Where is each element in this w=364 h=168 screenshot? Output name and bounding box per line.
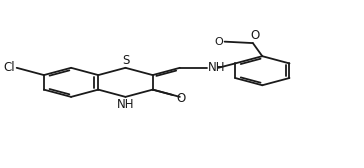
Text: NH: NH (207, 61, 225, 74)
Text: S: S (122, 54, 129, 67)
Text: O: O (214, 37, 223, 47)
Text: Cl: Cl (3, 61, 15, 74)
Text: O: O (250, 29, 259, 42)
Text: O: O (177, 92, 186, 105)
Text: NH: NH (117, 98, 134, 111)
